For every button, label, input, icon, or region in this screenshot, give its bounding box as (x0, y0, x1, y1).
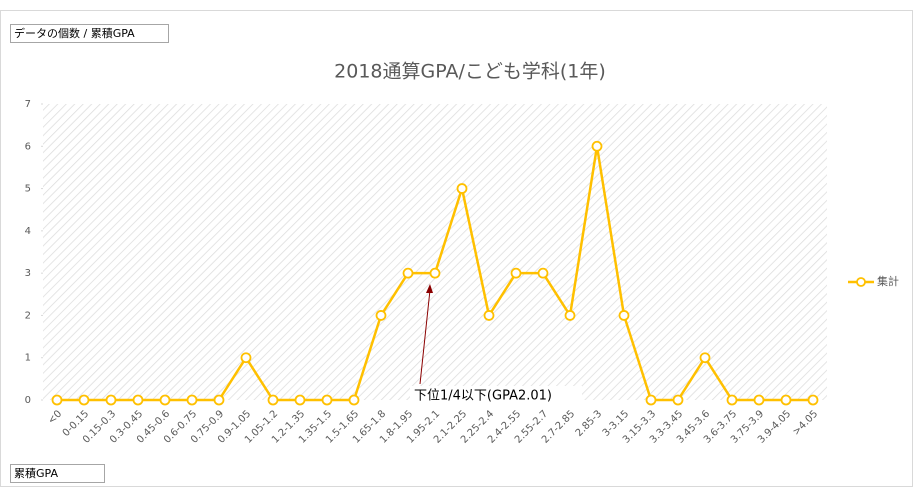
point-marker (510, 267, 522, 279)
y-tick-label: 2 (25, 310, 31, 321)
y-tick-label: 0 (25, 395, 31, 406)
point-marker (105, 394, 117, 406)
field-button[interactable] (10, 464, 105, 483)
point-marker (564, 310, 576, 321)
point-marker (753, 394, 765, 406)
field-button-label: データの個数 / 累積GPA (14, 26, 135, 40)
y-tick-label: 7 (25, 99, 31, 110)
point-marker (645, 394, 657, 406)
y-tick-label: 5 (25, 184, 31, 195)
arrow-head (426, 284, 433, 293)
legend-label: 集計 (877, 274, 899, 288)
point-marker (402, 267, 414, 279)
legend-marker (856, 277, 866, 287)
point-marker (591, 140, 603, 152)
annotation-arrow (419, 289, 431, 385)
point-marker (726, 394, 738, 406)
point-marker (429, 267, 441, 279)
point-marker (537, 267, 549, 279)
point-marker (78, 394, 90, 406)
field-button[interactable] (10, 24, 169, 43)
point-marker (672, 394, 684, 406)
point-marker (618, 310, 630, 321)
point-marker (780, 394, 792, 406)
point-marker (240, 352, 252, 364)
annotation-box (410, 386, 582, 404)
point-marker (186, 394, 198, 406)
point-marker (267, 394, 279, 406)
point-marker (807, 394, 819, 406)
point-marker (483, 310, 495, 321)
y-tick-label: 6 (25, 141, 31, 152)
y-tick-label: 1 (25, 353, 31, 364)
point-marker (132, 394, 144, 406)
chart-title: 2018通算GPA/こども学科(1年) (334, 61, 606, 83)
point-marker (321, 394, 333, 406)
point-marker (375, 310, 387, 321)
point-marker (213, 394, 225, 406)
y-tick-label: 4 (25, 226, 31, 237)
annotation: 下位1/4以下(GPA2.01) (414, 389, 552, 404)
point-marker (348, 394, 360, 406)
point-marker (51, 394, 63, 406)
y-tick-label: 3 (25, 268, 31, 279)
field-button-label: 累積GPA (14, 466, 58, 480)
point-marker (294, 394, 306, 406)
point-marker (699, 352, 711, 364)
point-marker (456, 183, 468, 194)
plot-area (43, 104, 827, 400)
point-marker (159, 394, 171, 406)
